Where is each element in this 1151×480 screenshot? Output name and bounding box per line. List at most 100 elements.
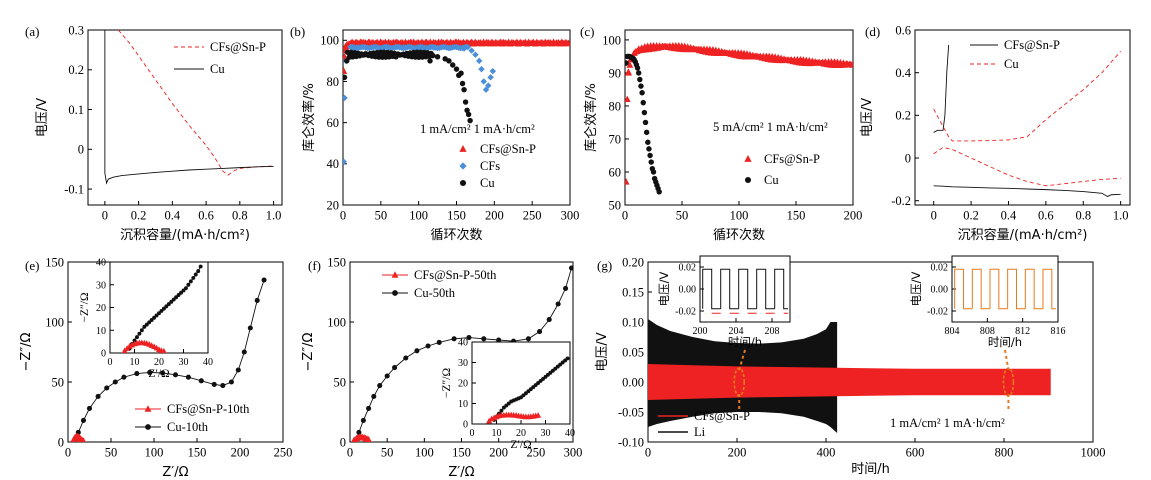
data-point-marker [261, 277, 267, 283]
data-point-marker [427, 58, 433, 64]
data-point-marker [198, 378, 204, 384]
data-point-marker [625, 178, 630, 185]
y-tick-label: 20 [458, 379, 468, 390]
panel-f: 0 50 100 150 200 250 300050100150(f)Z′/Ω−Z″/ΩC… [301, 255, 582, 480]
data-point-marker [174, 295, 179, 300]
data-point-marker [211, 381, 217, 387]
data-point-marker [358, 38, 366, 46]
x-tick-label: 0 [65, 446, 71, 460]
data-point-marker [228, 379, 234, 385]
y-tick-label: 50 [52, 375, 65, 389]
data-point-marker [647, 152, 653, 159]
data-point-marker [640, 99, 646, 106]
y-tick-label: 60 [327, 116, 340, 130]
y-tick-label: 50 [609, 198, 622, 212]
y-tick-label: 0.15 [622, 285, 644, 299]
data-point-marker [468, 38, 476, 46]
data-point-marker [625, 95, 631, 103]
data-point-marker [164, 304, 169, 309]
data-point-marker [630, 49, 638, 56]
data-point-marker [568, 265, 573, 271]
y-tick-label: 0 [101, 349, 106, 360]
data-point-marker [546, 317, 552, 323]
y-axis-label: 电压/V [35, 98, 50, 137]
inset-x-axis-label: 时间/h [988, 335, 1022, 349]
x-tick-label: 200 [844, 209, 863, 223]
data-point-marker [466, 335, 472, 341]
legend-label: CFs@Sn-P [1004, 38, 1060, 52]
x-axis-label: 循环次数 [713, 227, 765, 243]
data-point-marker [354, 44, 362, 51]
data-point-marker [472, 51, 479, 58]
data-point-marker [565, 356, 570, 361]
data-point-marker [459, 162, 467, 170]
data-point-marker [356, 429, 362, 435]
data-point-marker [343, 67, 348, 74]
y-tick-label: 0.02 [931, 263, 949, 274]
x-tick-label: 0 [340, 209, 346, 223]
data-point-marker [362, 44, 369, 51]
x-tick-label: 250 [523, 209, 542, 223]
data-point-marker [744, 176, 752, 184]
x-tick-label: 10 [492, 428, 502, 439]
data-point-marker [646, 146, 652, 152]
data-point-marker [563, 285, 569, 291]
y-tick-label: 20 [327, 198, 340, 212]
x-tick-label: 40 [565, 428, 575, 439]
y-tick-label: 0.6 [895, 23, 911, 37]
condition-annotation: 1 mA/cm² 1 mA·h/cm² [890, 416, 1005, 430]
x-tick-label: 204 [729, 326, 744, 337]
y-tick-label: -0.02 [675, 307, 696, 318]
data-point-marker [392, 365, 398, 371]
x-axis-label: 循环次数 [430, 227, 482, 243]
data-point-marker [637, 76, 643, 83]
legend: CFs@Sn-P Cu [174, 40, 266, 76]
data-point-marker [634, 65, 641, 71]
data-point-marker [169, 299, 174, 304]
data-point-marker [437, 38, 445, 46]
data-point-marker [144, 405, 152, 412]
data-point-marker [139, 328, 144, 333]
data-point-marker [462, 99, 469, 105]
data-point-marker [764, 53, 771, 61]
x-tick-label: 250 [274, 446, 293, 460]
data-point-marker [360, 417, 366, 423]
x-tick-label: 0 [108, 357, 113, 368]
data-point-marker [145, 424, 151, 430]
data-point-marker [485, 82, 492, 89]
data-point-marker [543, 39, 551, 46]
data-point-marker [489, 67, 497, 75]
legend-label: Cu [480, 176, 495, 190]
x-tick-label: 0 [470, 428, 475, 439]
data-point-marker [191, 275, 196, 280]
data-point-marker [220, 383, 226, 389]
data-point-marker [355, 51, 361, 58]
data-point-marker [843, 60, 851, 68]
legend: CFs@Sn-P Cu [744, 152, 820, 187]
panel-label: (e) [25, 258, 39, 273]
x-tick-label: 0.6 [1038, 209, 1054, 223]
panel-label: (a) [25, 24, 39, 39]
x-tick-label: 100 [409, 209, 428, 223]
legend: CFs@Sn-P-50th Cu-50th [382, 268, 497, 300]
data-point-marker [152, 315, 157, 320]
y-tick-label: 100 [45, 315, 64, 329]
x-tick-label: 0.4 [165, 209, 181, 223]
series-line [933, 185, 1121, 197]
data-point-marker [744, 155, 752, 162]
data-point-marker [347, 54, 354, 60]
data-point-marker [648, 159, 654, 165]
x-axis-label: 沉积容量/(mA·h/cm²) [958, 227, 1088, 243]
plot-frame [699, 255, 791, 323]
data-point-marker [147, 369, 153, 375]
data-point-marker [499, 408, 504, 413]
x-tick-label: 0.8 [232, 209, 248, 223]
y-tick-label: 0 [78, 143, 84, 157]
y-axis-label: 库仑效率/% [583, 83, 599, 152]
data-point-marker [343, 158, 347, 165]
x-tick-label: 150 [188, 446, 207, 460]
panel-b: 0 50 100 150 200 250 300 20 40 60 80 100 (b) 循环次数 库仑效率… [290, 24, 579, 243]
data-point-marker [449, 62, 456, 68]
y-tick-label: 30 [96, 280, 106, 291]
data-point-marker [404, 51, 411, 58]
